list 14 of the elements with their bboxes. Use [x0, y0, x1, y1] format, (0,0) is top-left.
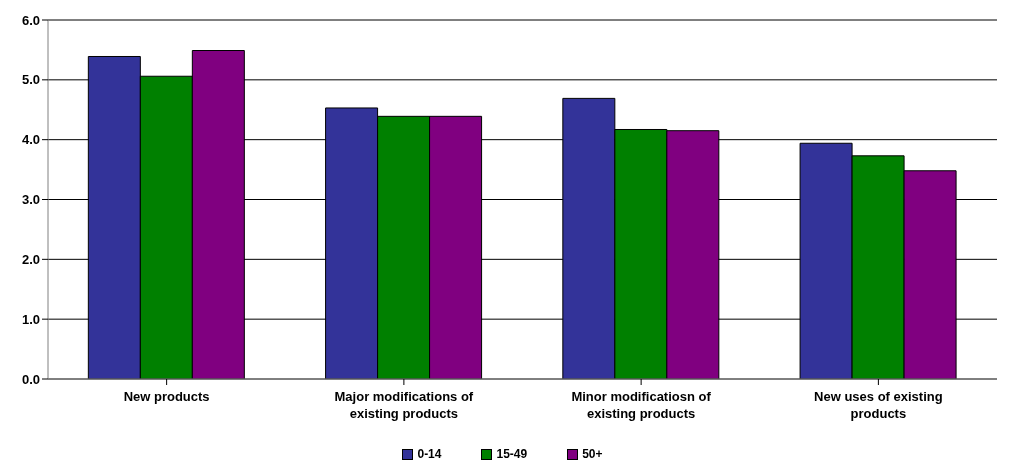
x-tick-label: New uses of existing products: [814, 389, 943, 421]
y-tick-label: 3.0: [21, 192, 40, 208]
y-tick-label: 4.0: [21, 132, 40, 148]
legend-label: 0-14: [416, 447, 442, 461]
y-tick-label: 5.0: [21, 72, 40, 88]
x-tick-label: New products: [123, 389, 210, 404]
legend-label: 50+: [581, 447, 603, 461]
x-tick-label: Major modifications of existing products: [334, 389, 474, 421]
y-tick-label: 2.0: [21, 251, 40, 267]
y-tick-label: 0.0: [21, 371, 40, 387]
legend-label: 15-49: [495, 447, 528, 461]
y-tick-label: 6.0: [21, 12, 40, 28]
x-tick-label: Minor modificatiosn of existing products: [571, 389, 712, 421]
y-tick-label: 1.0: [21, 311, 40, 327]
